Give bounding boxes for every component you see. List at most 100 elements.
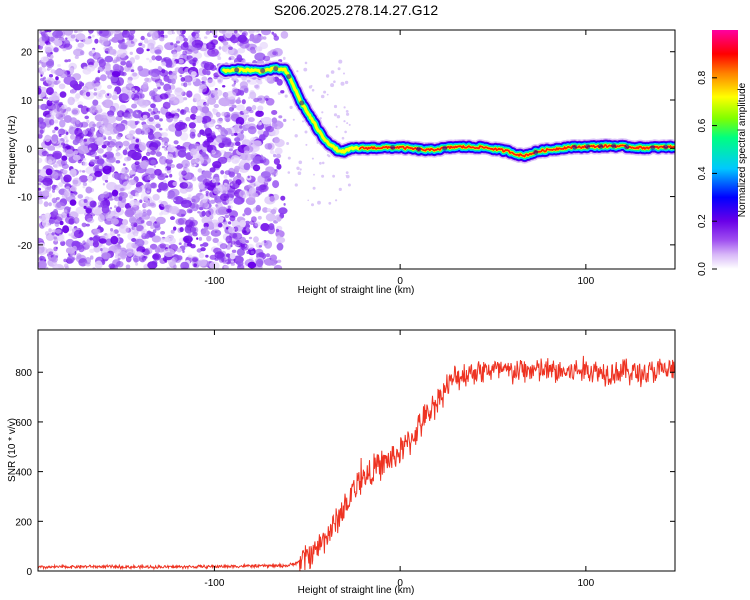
noise-blob xyxy=(235,183,239,186)
noise-blob xyxy=(252,192,259,197)
noise-blob xyxy=(226,227,229,230)
noise-blob xyxy=(163,58,167,62)
noise-blob xyxy=(297,171,302,175)
noise-blob xyxy=(150,225,155,229)
noise-blob xyxy=(231,107,234,111)
noise-blob xyxy=(224,256,228,260)
noise-blob xyxy=(70,134,76,140)
spectrogram-ylabel: Frequency (Hz) xyxy=(7,116,18,185)
noise-blob xyxy=(190,113,197,120)
noise-blob xyxy=(152,88,158,93)
ridge-speckle xyxy=(234,67,240,73)
spectral-ridge xyxy=(216,60,675,164)
noise-blob xyxy=(346,122,349,125)
noise-blob xyxy=(168,237,176,245)
noise-blob xyxy=(174,67,181,73)
noise-blob xyxy=(201,210,206,217)
noise-blob xyxy=(85,207,92,214)
noise-blob xyxy=(38,133,43,139)
noise-blob xyxy=(101,101,106,105)
noise-blob xyxy=(155,216,166,225)
noise-blob xyxy=(80,105,89,115)
noise-blob xyxy=(158,136,163,141)
noise-blob xyxy=(75,119,80,125)
noise-blob xyxy=(344,80,349,85)
noise-blob xyxy=(311,88,315,92)
noise-blob xyxy=(75,133,84,140)
noise-blob xyxy=(56,80,61,84)
noise-blob xyxy=(228,226,236,234)
noise-blob xyxy=(98,30,110,37)
noise-blob xyxy=(159,257,167,264)
noise-blob xyxy=(142,124,149,129)
noise-blob xyxy=(39,66,43,71)
noise-blob xyxy=(320,94,325,99)
noise-blob xyxy=(323,90,327,94)
noise-blob xyxy=(296,70,299,73)
noise-blob xyxy=(129,199,139,208)
noise-blob xyxy=(198,89,203,94)
noise-blob xyxy=(280,31,289,39)
noise-blob xyxy=(317,200,321,205)
noise-blob xyxy=(85,166,95,175)
noise-blob xyxy=(40,91,47,98)
noise-blob xyxy=(65,149,74,158)
noise-blob xyxy=(229,215,236,222)
noise-blob xyxy=(218,142,225,149)
noise-blob xyxy=(65,216,76,225)
noise-blob xyxy=(205,133,212,139)
noise-blob xyxy=(107,136,112,141)
noise-blob xyxy=(187,56,193,63)
noise-blob xyxy=(154,225,161,231)
noise-blob xyxy=(267,178,271,182)
noise-blob xyxy=(237,47,246,54)
noise-blob xyxy=(138,42,143,47)
noise-blob xyxy=(88,30,94,34)
noise-blob xyxy=(187,254,193,258)
noise-blob xyxy=(116,110,125,118)
noise-blob xyxy=(85,257,91,265)
noise-blob xyxy=(177,217,187,225)
noise-blob xyxy=(190,105,198,114)
noise-blob xyxy=(304,130,308,134)
noise-blob xyxy=(107,93,110,96)
noise-blob xyxy=(179,132,189,141)
noise-blob xyxy=(162,184,169,192)
noise-blob xyxy=(46,53,51,57)
noise-blob xyxy=(207,77,213,84)
noise-blob xyxy=(65,247,76,254)
noise-blob xyxy=(115,141,124,149)
noise-blob xyxy=(153,165,156,168)
noise-blob xyxy=(138,100,149,108)
colorbar-tick-label: 0.6 xyxy=(697,118,708,132)
noise-blob xyxy=(202,198,208,204)
noise-blob xyxy=(326,154,330,157)
noise-blob xyxy=(266,253,270,258)
noise-blob xyxy=(209,199,216,204)
noise-blob xyxy=(134,90,138,93)
noise-blob xyxy=(247,117,255,123)
noise-blob xyxy=(147,261,158,269)
colorbar-tick-label: 0.0 xyxy=(697,262,708,276)
noise-blob xyxy=(154,49,162,55)
noise-blob xyxy=(59,119,66,128)
noise-blob xyxy=(45,60,55,68)
noise-blob xyxy=(38,182,42,186)
noise-blob xyxy=(191,39,204,48)
noise-blob xyxy=(47,77,56,85)
noise-blob xyxy=(267,225,276,235)
noise-blob xyxy=(169,173,173,178)
noise-blob xyxy=(272,51,277,56)
noise-blob xyxy=(152,252,161,261)
noise-blob xyxy=(231,145,234,149)
noise-blob xyxy=(38,246,48,255)
noise-blob xyxy=(233,82,236,85)
noise-blob xyxy=(157,66,162,71)
noise-blob xyxy=(205,42,216,50)
noise-blob xyxy=(97,214,105,223)
noise-blob xyxy=(129,57,135,64)
noise-blob xyxy=(188,233,193,238)
noise-blob xyxy=(159,69,169,77)
noise-blob xyxy=(63,190,69,197)
